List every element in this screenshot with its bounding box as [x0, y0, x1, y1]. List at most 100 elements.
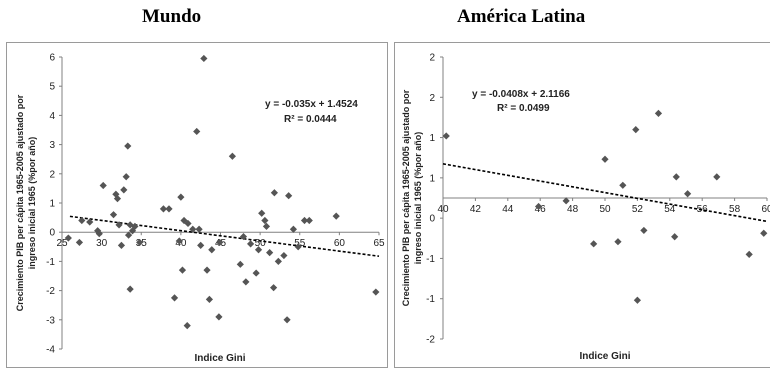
chart-1-data-point [745, 250, 753, 258]
chart-1-data-point [614, 238, 622, 246]
chart-0-data-point [305, 216, 313, 225]
chart-1-data-point [760, 229, 768, 237]
chart-1-data-point [601, 155, 609, 163]
chart-0-data-point [115, 221, 123, 229]
chart-0-data-point [122, 173, 130, 181]
chart-0-data-point [216, 238, 224, 247]
chart-1-data-point [442, 132, 450, 140]
chart-0-data-point [269, 284, 278, 292]
chart-1-data-point [632, 126, 640, 134]
chart-0-y-tick-label: 2 [49, 169, 55, 180]
chart-0-data-point [258, 209, 266, 217]
chart-1-data-point [590, 240, 598, 248]
chart-0-y-tick-label: 1 [49, 199, 55, 210]
chart-0-x-tick-label: 50 [255, 238, 267, 249]
chart-1-data-point [619, 181, 627, 189]
chart-1-data-point [671, 233, 679, 241]
chart-0-data-point [95, 230, 103, 238]
chart-0-data-point [239, 232, 248, 241]
chart-0-data-point [236, 260, 244, 268]
chart-title-mundo: Mundo [142, 6, 202, 27]
chart-0-data-point [131, 222, 139, 230]
chart-title-america-latina: América Latina [457, 6, 586, 27]
chart-1-x-tick-label: 42 [470, 204, 482, 215]
chart-0-data-point [372, 288, 380, 296]
chart-0-data-point [117, 241, 126, 249]
chart-0-data-point [332, 212, 340, 220]
chart-0-data-point [126, 285, 134, 293]
chart-1-x-tick-label: 52 [632, 204, 644, 215]
chart-1-y-tick-label: -1 [426, 254, 435, 265]
chart-0-data-point [159, 205, 168, 213]
chart-1-y-tick-label: 1 [429, 133, 435, 144]
chart-0-data-point [262, 222, 271, 230]
chart-0-data-point [195, 225, 203, 233]
chart-1-x-tick-label: 60 [761, 204, 770, 215]
scatter-chart-mundo: -4-3-2-10123456253035404550556065y = -0.… [15, 53, 385, 365]
chart-0-trend-line [69, 215, 380, 258]
chart-0-data-point [177, 193, 185, 201]
chart-0-data-point [200, 54, 208, 63]
chart-1-y-axis-label-line1: Crecimiento PIB per cápita 1965-2005 aju… [401, 89, 411, 306]
chart-0-x-tick-label: 60 [334, 238, 346, 249]
chart-0-equation-label: y = -0.035x + 1.4524 [265, 99, 358, 110]
chart-0-data-point [252, 269, 260, 277]
chart-1-y-tick-label: -1 [426, 294, 435, 305]
chart-0-data-point [109, 211, 118, 219]
chart-1-data-point [684, 190, 692, 198]
chart-1-x-tick-label: 58 [729, 204, 741, 215]
chart-0-data-point [228, 152, 236, 160]
chart-panel-mundo: -4-3-2-10123456253035404550556065y = -0.… [6, 42, 388, 368]
chart-0-data-point [175, 237, 183, 245]
chart-0-data-point [184, 219, 192, 228]
chart-0-data-point [124, 231, 133, 239]
chart-0-data-point [136, 238, 144, 247]
chart-0-data-point [247, 240, 255, 248]
chart-0-y-tick-label: -4 [46, 345, 55, 356]
chart-0-y-tick-label: 6 [49, 53, 55, 64]
chart-0-data-point [283, 316, 291, 324]
chart-1-x-tick-label: 56 [697, 204, 709, 215]
chart-1-y-axis-label-line2: ingreso inicial 1965 (%por año) [413, 132, 423, 265]
chart-1-x-tick-label: 40 [437, 204, 449, 215]
chart-0-data-point [120, 186, 128, 194]
chart-0-data-point [280, 251, 288, 260]
scatter-chart-america-latina: -2 -1 -1 0 1 1 2 2 40 42 44 46 48 50 52 54 56 58 60 y = -0.… [401, 53, 770, 363]
chart-0-data-point [78, 216, 86, 225]
chart-0-data-point [64, 234, 72, 242]
chart-1-x-tick-label: 46 [535, 204, 547, 215]
chart-0-y-tick-label: 0 [49, 228, 55, 239]
chart-1-y-tick-label: 2 [429, 93, 435, 104]
chart-0-x-tick-label: 30 [96, 238, 108, 249]
chart-0-data-point [170, 294, 179, 302]
chart-0-data-point [266, 249, 274, 257]
chart-0-data-point [285, 192, 293, 200]
chart-1-data-point [633, 296, 641, 304]
chart-1-data-point [672, 173, 680, 181]
chart-0-data-point [178, 266, 187, 274]
chart-1-equation-label: y = -0.0408x + 2.1166 [472, 89, 570, 100]
chart-1-y-tick-label: -2 [426, 335, 435, 346]
chart-0-y-tick-label: -3 [46, 315, 55, 326]
chart-0-data-point [113, 195, 122, 203]
chart-0-data-point [183, 322, 191, 330]
chart-1-y-tick-label: 0 [429, 214, 435, 225]
chart-1-x-tick-label: 54 [664, 204, 676, 215]
chart-0-y-tick-label: -2 [46, 286, 55, 297]
chart-0-data-point [124, 142, 132, 150]
chart-panel-america-latina: -2 -1 -1 0 1 1 2 2 40 42 44 46 48 50 52 54 56 58 60 y = -0.… [394, 42, 770, 368]
chart-0-y-tick-label: -1 [46, 257, 55, 268]
chart-0-data-point [300, 216, 309, 225]
chart-0-y-tick-label: 4 [49, 111, 55, 122]
chart-1-y-tick-label: 2 [429, 53, 435, 64]
chart-0-data-point [203, 266, 211, 274]
chart-0-data-point [261, 216, 269, 225]
chart-1-x-axis-label: Indice Gini [579, 351, 630, 362]
chart-0-data-point [208, 246, 216, 254]
chart-1-r2-label: R² = 0.0499 [497, 103, 550, 114]
chart-1-data-point [562, 197, 570, 205]
chart-0-data-point [75, 238, 84, 247]
chart-0-data-point [215, 313, 223, 321]
chart-0-y-tick-label: 3 [49, 140, 55, 151]
chart-0-data-point [86, 218, 94, 226]
